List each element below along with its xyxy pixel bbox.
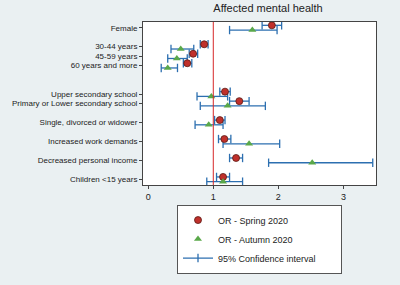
svg-text:Increased work demands: Increased work demands (48, 137, 137, 146)
svg-text:0: 0 (146, 192, 151, 202)
svg-text:95% Confidence interval: 95% Confidence interval (218, 254, 316, 264)
svg-text:Children <15 years: Children <15 years (70, 175, 137, 184)
svg-text:Female: Female (111, 23, 138, 32)
svg-text:3: 3 (341, 192, 346, 202)
svg-text:OR - Spring 2020: OR - Spring 2020 (218, 216, 288, 226)
svg-text:2: 2 (276, 192, 281, 202)
svg-text:Upper secondary school: Upper secondary school (51, 90, 137, 99)
svg-text:Decreased personal income: Decreased personal income (38, 156, 138, 165)
svg-text:Primary or Lower secondary sch: Primary or Lower secondary school (12, 99, 138, 108)
svg-text:1: 1 (211, 192, 216, 202)
svg-text:30-44 years: 30-44 years (95, 42, 137, 51)
svg-text:OR - Autumn 2020: OR - Autumn 2020 (218, 235, 293, 245)
svg-text:45-59 years: 45-59 years (95, 52, 137, 61)
svg-text:60 years and more: 60 years and more (71, 61, 138, 70)
svg-text:Affected mental health: Affected mental health (213, 2, 322, 14)
svg-text:Single, divorced or widower: Single, divorced or widower (40, 118, 138, 127)
